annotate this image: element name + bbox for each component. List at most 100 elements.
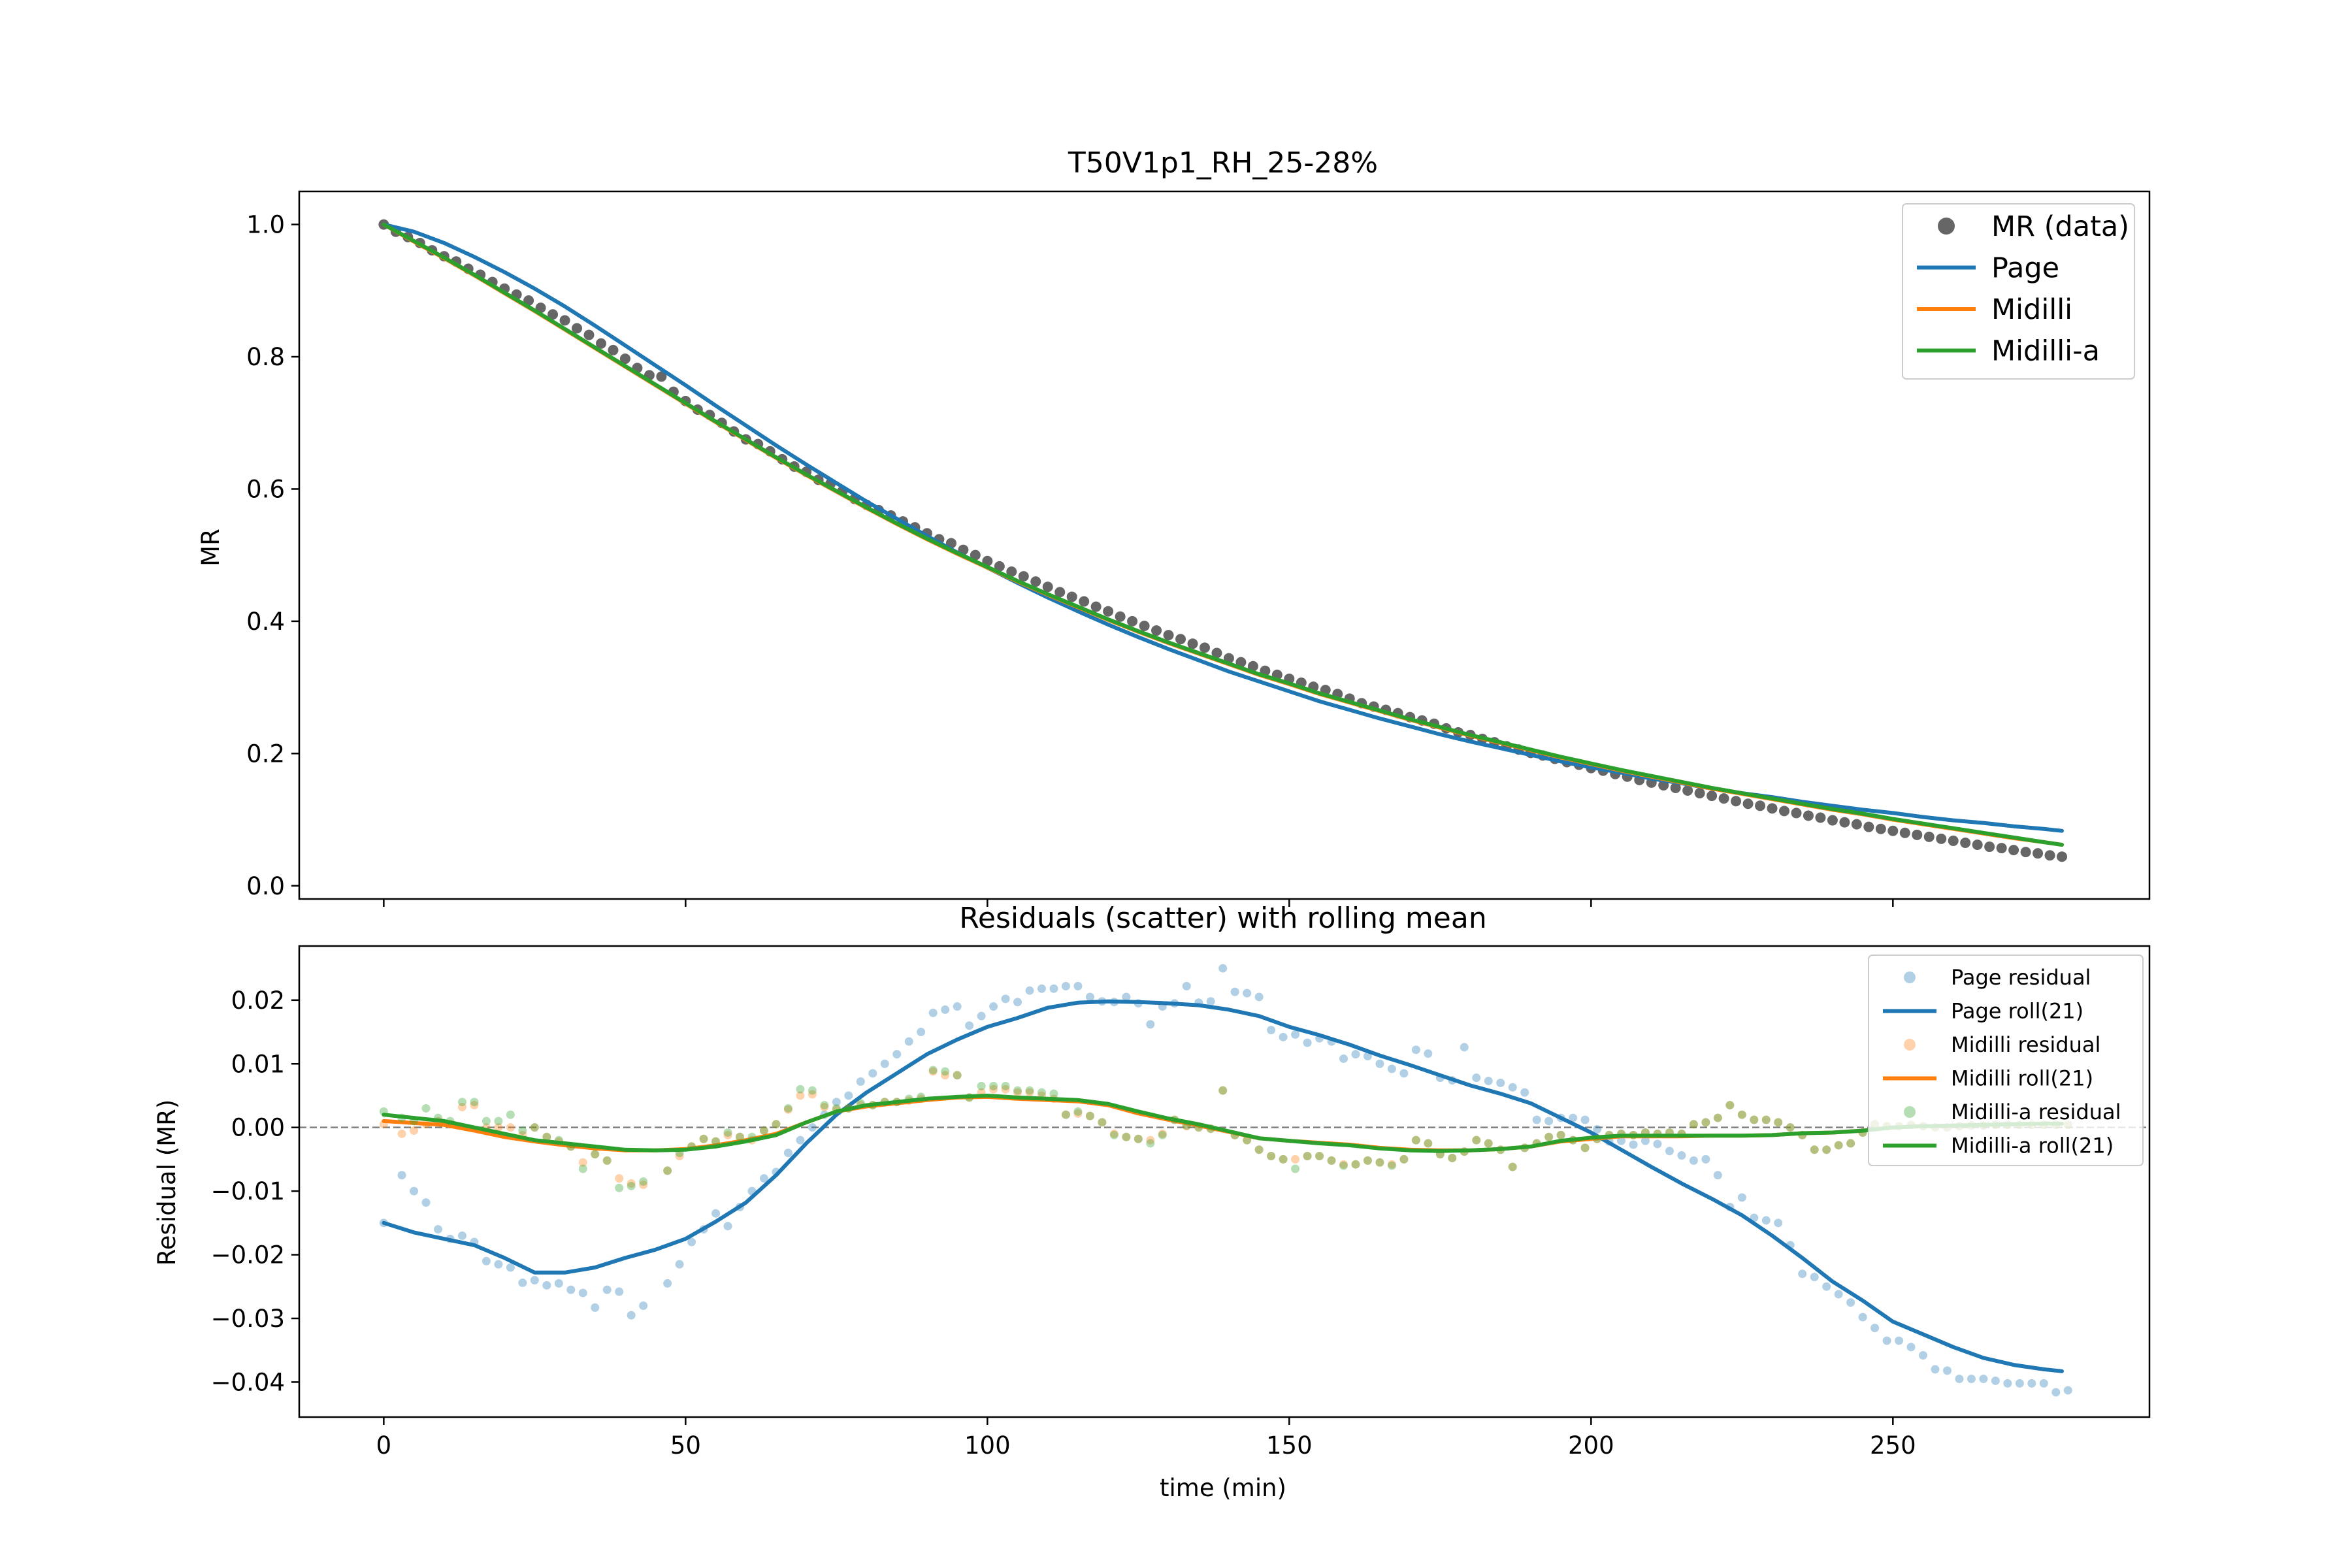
residual-x-tick-label: 200 — [1568, 1431, 1614, 1460]
page-residual-point — [1593, 1125, 1602, 1134]
midilli-residual-point — [796, 1091, 805, 1100]
midilli-a-residual-point — [1085, 1111, 1094, 1120]
mr-data-point — [1042, 581, 1053, 593]
page-residual-point — [977, 1011, 986, 1021]
midilli-a-residual-point — [1580, 1143, 1590, 1152]
midilli-a-residual-point — [1122, 1132, 1131, 1141]
page-residual-point — [506, 1263, 515, 1272]
mr-data-point — [1707, 791, 1718, 802]
midilli-residual-point — [663, 1166, 672, 1175]
midilli-a-residual-point — [627, 1181, 636, 1190]
page-residual-point — [1085, 992, 1094, 1002]
page-residual-point — [1701, 1154, 1710, 1164]
midilli-a-residual-point — [1448, 1153, 1457, 1162]
midilli-residual-point — [1508, 1162, 1517, 1171]
midilli-residual-point — [1761, 1115, 1771, 1124]
residual-plot-y-axis-label: Residual (MR) — [153, 1100, 181, 1266]
legend-label-midilli-a: Midilli-a — [1991, 335, 2100, 368]
midilli-a-residual-point — [1834, 1141, 1843, 1150]
midilli-residual-point — [1834, 1141, 1843, 1150]
page-residual-point — [856, 1077, 865, 1086]
midilli-residual-point — [1375, 1158, 1384, 1167]
midilli-a-residual-point — [759, 1126, 768, 1135]
midilli-a-residual-point — [421, 1103, 431, 1113]
mr-data-point — [1175, 634, 1186, 645]
midilli-a-residual-point — [494, 1117, 503, 1126]
page-residual-point — [2039, 1379, 2048, 1388]
midilli-residual-point — [1218, 1086, 1228, 1095]
page-residual-point — [1230, 987, 1239, 996]
page-residual-point — [1677, 1151, 1686, 1160]
mr-data-point — [559, 315, 570, 326]
page-residual-point — [832, 1098, 841, 1107]
page-residual-point — [1339, 1054, 1348, 1063]
midilli-a-residual-point — [1061, 1110, 1070, 1119]
mr-y-tick-label: 0.4 — [246, 608, 285, 636]
page-residual-point — [1387, 1064, 1396, 1073]
page-residual-point — [1580, 1115, 1590, 1124]
midilli-a-residual-point — [1725, 1101, 1735, 1110]
page-residual-point — [1931, 1365, 1940, 1374]
page-residual-point — [1122, 992, 1131, 1002]
mr-data-point — [1199, 642, 1210, 653]
midilli-residual-point — [723, 1130, 732, 1139]
midilli-a-residual-point — [1556, 1130, 1565, 1139]
midilli-a-residual-point — [796, 1085, 805, 1094]
mr-data-point — [2033, 848, 2044, 859]
page-residual-point — [1569, 1113, 1578, 1122]
page-residual-point — [687, 1237, 696, 1247]
midilli-residual-point — [1544, 1132, 1554, 1141]
page-residual-point — [1206, 997, 1215, 1006]
page-residual-point — [2003, 1379, 2012, 1388]
midilli-residual-point — [410, 1126, 419, 1135]
residual-plot-area — [299, 964, 2149, 1397]
midilli-residual-point — [1411, 1135, 1420, 1145]
mr-data-point — [2044, 850, 2055, 861]
page-residual-point — [904, 1037, 913, 1046]
page-residual-point — [783, 1149, 792, 1158]
page-residual-point — [1979, 1375, 1988, 1384]
mr-data-point — [595, 338, 606, 349]
page-residual-point — [1737, 1193, 1746, 1202]
midilli-a-residual-point — [928, 1066, 938, 1075]
midilli-residual-point — [1701, 1118, 1710, 1127]
page-residual-point — [1411, 1045, 1420, 1054]
midilli-residual-point — [602, 1156, 612, 1165]
midilli-residual-point — [1387, 1160, 1396, 1169]
legend-label-midilli-a-residual: Midilli-a residual — [1951, 1100, 2121, 1124]
page-residual-point — [482, 1256, 491, 1266]
page-residual-point — [808, 1123, 817, 1132]
page-residual-point — [892, 1050, 902, 1059]
midilli-residual-point — [494, 1123, 503, 1132]
page-residual-point — [663, 1279, 672, 1288]
mr-data-point — [1682, 785, 1693, 796]
page-residual-point — [989, 1002, 998, 1011]
page-residual-point — [868, 1069, 877, 1078]
page-residual-point — [1544, 1117, 1554, 1126]
page-residual-point — [1774, 1218, 1783, 1228]
page-residual-point — [711, 1209, 721, 1218]
midilli-residual-point — [1025, 1088, 1034, 1097]
midilli-a-residual-point — [470, 1098, 479, 1107]
page-residual-point — [554, 1279, 563, 1288]
page-residual-point — [1761, 1216, 1771, 1225]
midilli-a-residual-point — [1315, 1152, 1324, 1161]
page-residual-point — [1472, 1073, 1481, 1083]
midilli-residual-point — [1109, 1129, 1119, 1138]
page-residual-point — [1870, 1324, 1880, 1333]
mr-data-point — [1694, 788, 1705, 799]
midilli-a-residual-point — [1810, 1145, 1819, 1154]
residual-plot-title: Residuals (scatter) with rolling mean — [959, 902, 1486, 935]
midilli-residual-point — [1351, 1160, 1360, 1169]
midilli-a-residual-point — [1146, 1139, 1155, 1148]
midilli-a-residual-point — [820, 1101, 829, 1110]
page-residual-point — [1906, 1343, 1916, 1352]
midilli-residual-point — [1822, 1145, 1831, 1154]
mr-data-point — [1767, 803, 1778, 814]
mr-data-point — [1778, 806, 1789, 817]
midilli-a-residual-point — [1424, 1139, 1433, 1148]
page-residual-point — [2015, 1379, 2024, 1388]
residual-y-tick-label: 0.02 — [231, 987, 285, 1015]
mr-data-point — [1912, 829, 1923, 840]
